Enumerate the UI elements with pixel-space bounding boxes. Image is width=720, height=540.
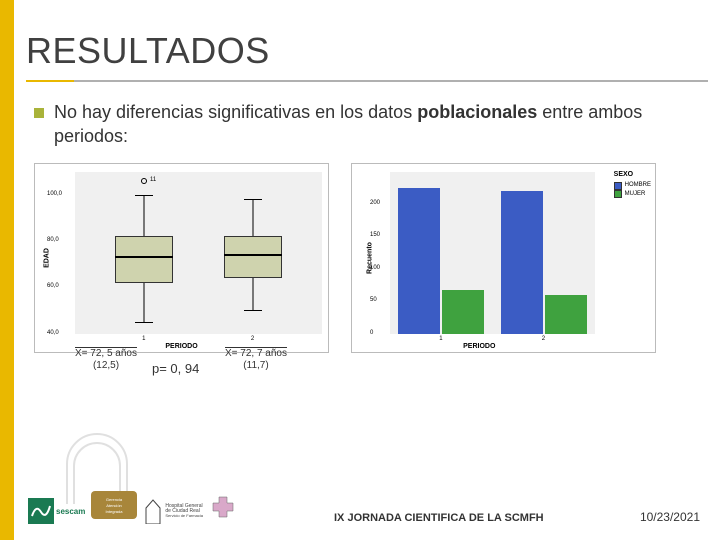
slide-title: RESULTADOS [26, 30, 708, 72]
boxplot-xlabel: PERIODO [165, 343, 197, 350]
svg-text:Atención: Atención [107, 503, 123, 508]
bullet-square-icon [34, 108, 44, 118]
footer-date: 10/23/2021 [640, 510, 700, 524]
svg-text:Gerencia: Gerencia [106, 497, 123, 502]
boxplot-mean-label: X= 72, 7 años (11,7) [211, 348, 301, 372]
footer-conference-text: IX JORNADA CIENTIFICA DE LA SCMFH [334, 512, 544, 524]
bullet-text: No hay diferencias significativas en los… [54, 100, 700, 149]
boxplot-mean-label: X= 72, 5 años (12,5) [61, 348, 151, 372]
barchart-legend: SEXO HOMBRE MUJER [614, 170, 651, 199]
pharmacy-logo-icon [211, 495, 235, 524]
boxplot-chart: EDAD PERIODO 11 40,060,080,0100,012 [34, 163, 329, 353]
bullet-item: No hay diferencias significativas en los… [34, 100, 700, 149]
gerencia-logo-icon: GerenciaAtenciónIntegrada [91, 491, 137, 524]
title-underline [26, 80, 708, 82]
svg-text:Integrada: Integrada [106, 509, 124, 514]
bar-chart: Recuento PERIODO SEXO HOMBRE MUJER 05010… [351, 163, 656, 353]
boxplot-ylabel: EDAD [43, 248, 50, 268]
barchart-xlabel: PERIODO [463, 343, 495, 350]
legend-item: HOMBRE [614, 181, 651, 189]
sescam-logo-icon: sescam [28, 498, 85, 524]
legend-item: MUJER [614, 190, 651, 198]
hospital-logo-icon: Hospital Generalde Ciudad RealServicio d… [143, 498, 205, 524]
footer-logos: sescam GerenciaAtenciónIntegrada Hospita… [28, 491, 235, 524]
